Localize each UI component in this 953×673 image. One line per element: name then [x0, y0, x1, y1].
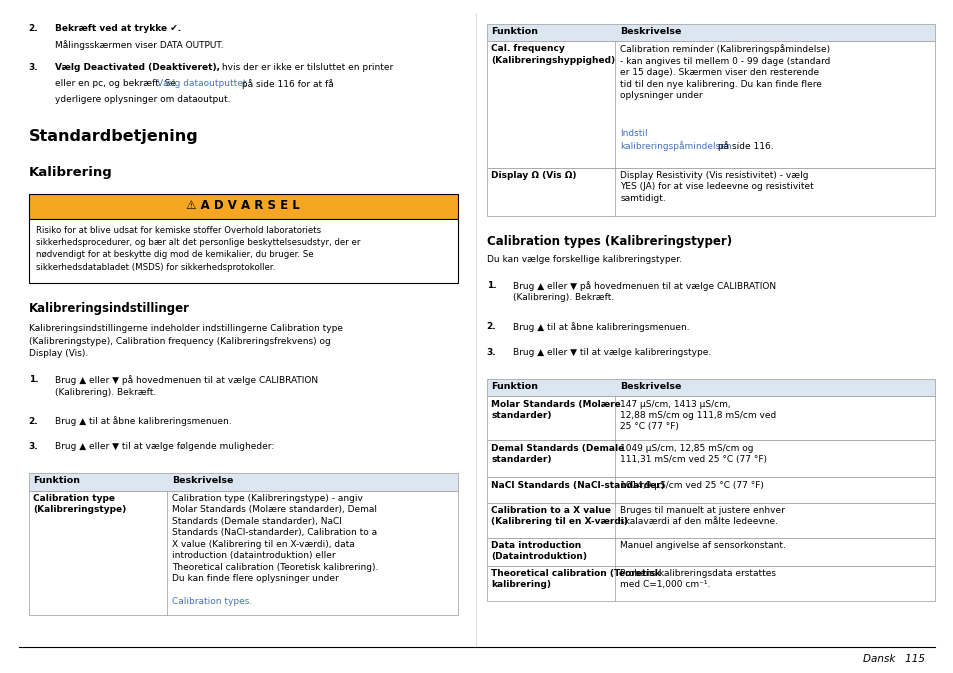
- Text: 1.: 1.: [486, 281, 496, 289]
- Text: 1.: 1.: [29, 375, 38, 384]
- FancyBboxPatch shape: [486, 566, 934, 601]
- Text: Molar Standards (Molære
standarder): Molar Standards (Molære standarder): [491, 400, 620, 420]
- Text: 3.: 3.: [486, 348, 496, 357]
- Text: Calibration reminder (Kalibreringspåmindelse)
- kan angives til mellem 0 - 99 da: Calibration reminder (Kalibreringspåmind…: [619, 44, 830, 100]
- Text: (Kalibreringshyppighed): (Kalibreringshyppighed): [491, 56, 615, 65]
- Text: Calibration types.: Calibration types.: [172, 597, 252, 606]
- Text: Målingsskærmen viser DATA OUTPUT.: Målingsskærmen viser DATA OUTPUT.: [55, 40, 224, 50]
- Text: Bekræft ved at trykke ✔.: Bekræft ved at trykke ✔.: [55, 24, 181, 32]
- Text: 2.: 2.: [29, 24, 38, 32]
- Text: Funktion: Funktion: [33, 476, 80, 485]
- Text: Probens kalibreringsdata erstattes
med C=1,000 cm⁻¹.: Probens kalibreringsdata erstattes med C…: [619, 569, 776, 590]
- FancyBboxPatch shape: [486, 396, 934, 440]
- FancyBboxPatch shape: [486, 440, 934, 477]
- Text: 3.: 3.: [29, 442, 38, 451]
- FancyBboxPatch shape: [486, 477, 934, 503]
- Text: Calibration types (Kalibreringstyper): Calibration types (Kalibreringstyper): [486, 235, 731, 248]
- Text: Beskrivelse: Beskrivelse: [619, 27, 680, 36]
- Text: Calibration type: Calibration type: [33, 494, 115, 503]
- Text: Bruges til manuelt at justere enhver
skalaværdi af den målte ledeevne.: Bruges til manuelt at justere enhver ska…: [619, 506, 784, 526]
- FancyBboxPatch shape: [486, 379, 934, 396]
- Text: NaCl Standards (NaCl-standarder): NaCl Standards (NaCl-standarder): [491, 481, 664, 489]
- Text: 2.: 2.: [29, 417, 38, 425]
- Text: på side 116 for at få: på side 116 for at få: [239, 79, 334, 89]
- Text: Data introduction
(Dataintroduktion): Data introduction (Dataintroduktion): [491, 541, 587, 561]
- Text: Kalibrering: Kalibrering: [29, 166, 112, 178]
- Text: 1049 μS/cm, 12,85 mS/cm og
111,31 mS/cm ved 25 °C (77 °F): 1049 μS/cm, 12,85 mS/cm og 111,31 mS/cm …: [619, 444, 766, 464]
- FancyBboxPatch shape: [29, 491, 457, 615]
- Text: Kalibreringsindstillingerne indeholder indstillingerne Calibration type
(Kalibre: Kalibreringsindstillingerne indeholder i…: [29, 324, 342, 357]
- Text: Funktion: Funktion: [491, 27, 537, 36]
- Text: Risiko for at blive udsat for kemiske stoffer Overhold laboratoriets
sikkerhedsp: Risiko for at blive udsat for kemiske st…: [36, 226, 360, 272]
- Text: Beskrivelse: Beskrivelse: [619, 382, 680, 391]
- Text: Cal. frequency: Cal. frequency: [491, 44, 564, 53]
- Text: (Kalibreringstype): (Kalibreringstype): [33, 505, 127, 514]
- Text: 1014,9 μS/cm ved 25 °C (77 °F): 1014,9 μS/cm ved 25 °C (77 °F): [619, 481, 763, 489]
- Text: Display Resistivity (Vis resistivitet) - vælg
YES (JA) for at vise ledeevne og r: Display Resistivity (Vis resistivitet) -…: [619, 171, 813, 203]
- Text: ⚠ A D V A R S E L: ⚠ A D V A R S E L: [186, 199, 300, 212]
- Text: Vælg Deactivated (Deaktiveret),: Vælg Deactivated (Deaktiveret),: [55, 63, 220, 71]
- Text: Du kan vælge forskellige kalibreringstyper.: Du kan vælge forskellige kalibreringstyp…: [486, 255, 680, 264]
- Text: 2.: 2.: [486, 322, 496, 331]
- Text: Brug ▲ eller ▼ på hovedmenuen til at vælge CALIBRATION
(Kalibrering). Bekræft.: Brug ▲ eller ▼ på hovedmenuen til at væl…: [513, 281, 776, 302]
- Text: Beskrivelse: Beskrivelse: [172, 476, 233, 485]
- Text: Manuel angivelse af sensorkonstant.: Manuel angivelse af sensorkonstant.: [619, 541, 785, 550]
- Text: Dansk   115: Dansk 115: [862, 654, 924, 664]
- Text: kalibreringspåmindelsen: kalibreringspåmindelsen: [619, 141, 731, 151]
- FancyBboxPatch shape: [29, 473, 457, 491]
- Text: Brug ▲ eller ▼ på hovedmenuen til at vælge CALIBRATION
(Kalibrering). Bekræft.: Brug ▲ eller ▼ på hovedmenuen til at væl…: [55, 375, 318, 396]
- Text: Indstil: Indstil: [619, 129, 647, 137]
- Text: Standardbetjening: Standardbetjening: [29, 129, 198, 143]
- Text: eller en pc, og bekræft. Se: eller en pc, og bekræft. Se: [55, 79, 179, 87]
- Text: hvis der er ikke er tilsluttet en printer: hvis der er ikke er tilsluttet en printe…: [219, 63, 394, 71]
- Text: Calibration to a X value
(Kalibrering til en X-værdi): Calibration to a X value (Kalibrering ti…: [491, 506, 628, 526]
- Text: 147 μS/cm, 1413 μS/cm,
12,88 mS/cm og 111,8 mS/cm ved
25 °C (77 °F): 147 μS/cm, 1413 μS/cm, 12,88 mS/cm og 11…: [619, 400, 776, 431]
- FancyBboxPatch shape: [486, 24, 934, 41]
- Text: 3.: 3.: [29, 63, 38, 71]
- Text: Brug ▲ eller ▼ til at vælge kalibreringstype.: Brug ▲ eller ▼ til at vælge kalibrerings…: [513, 348, 711, 357]
- Text: Calibration type (Kalibreringstype) - angiv
Molar Standards (Molære standarder),: Calibration type (Kalibreringstype) - an…: [172, 494, 377, 583]
- Text: Vælg dataoutputtet: Vælg dataoutputtet: [157, 79, 247, 87]
- Text: Funktion: Funktion: [491, 382, 537, 391]
- FancyBboxPatch shape: [486, 503, 934, 538]
- Text: Kalibreringsindstillinger: Kalibreringsindstillinger: [29, 302, 190, 315]
- FancyBboxPatch shape: [486, 168, 934, 216]
- Text: på side 116.: på side 116.: [714, 141, 772, 151]
- Text: Theoretical calibration (Teoretisk
kalibrering): Theoretical calibration (Teoretisk kalib…: [491, 569, 660, 590]
- Text: Brug ▲ til at åbne kalibreringsmenuen.: Brug ▲ til at åbne kalibreringsmenuen.: [55, 417, 232, 427]
- FancyBboxPatch shape: [486, 538, 934, 566]
- FancyBboxPatch shape: [486, 41, 934, 168]
- Text: Display Ω (Vis Ω): Display Ω (Vis Ω): [491, 171, 577, 180]
- Text: Brug ▲ til at åbne kalibreringsmenuen.: Brug ▲ til at åbne kalibreringsmenuen.: [513, 322, 689, 332]
- Text: Demal Standards (Demale
standarder): Demal Standards (Demale standarder): [491, 444, 624, 464]
- FancyBboxPatch shape: [29, 194, 457, 219]
- Text: Brug ▲ eller ▼ til at vælge følgende muligheder:: Brug ▲ eller ▼ til at vælge følgende mul…: [55, 442, 274, 451]
- Text: yderligere oplysninger om dataoutput.: yderligere oplysninger om dataoutput.: [55, 95, 231, 104]
- FancyBboxPatch shape: [29, 219, 457, 283]
